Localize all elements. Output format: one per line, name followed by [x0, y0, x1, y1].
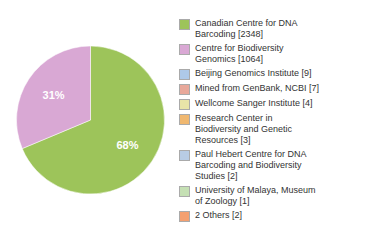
html-text:Beijing Genomics Institute [9]: Beijing Genomics Institute [9]: [195, 68, 312, 78]
svg-text:68%: 68%: [116, 139, 138, 151]
html-text:Wellcome Sanger Institute [4]: Wellcome Sanger Institute [4]: [195, 98, 313, 108]
svg-text:31%: 31%: [43, 89, 65, 101]
html-text:Centre for Biodiversity Genomi: Centre for Biodiversity Genomics [1064]: [195, 43, 284, 64]
html-text:Research Center in Biodiversit: Research Center in Biodiversity and Gene…: [195, 113, 293, 145]
html-text:Canadian Centre for DNA Barcod: Canadian Centre for DNA Barcoding [2348]: [195, 18, 298, 39]
html-text:Paul Hebert Centre for DNA Bar: Paul Hebert Centre for DNA Barcoding and…: [195, 149, 307, 181]
html-text:Mined from GenBank, NCBI [7]: Mined from GenBank, NCBI [7]: [195, 83, 320, 93]
html-text:2 Others [2]: 2 Others [2]: [195, 210, 242, 220]
html-text:University of Malaya, Museum o: University of Malaya, Museum of Zoology …: [195, 185, 316, 206]
